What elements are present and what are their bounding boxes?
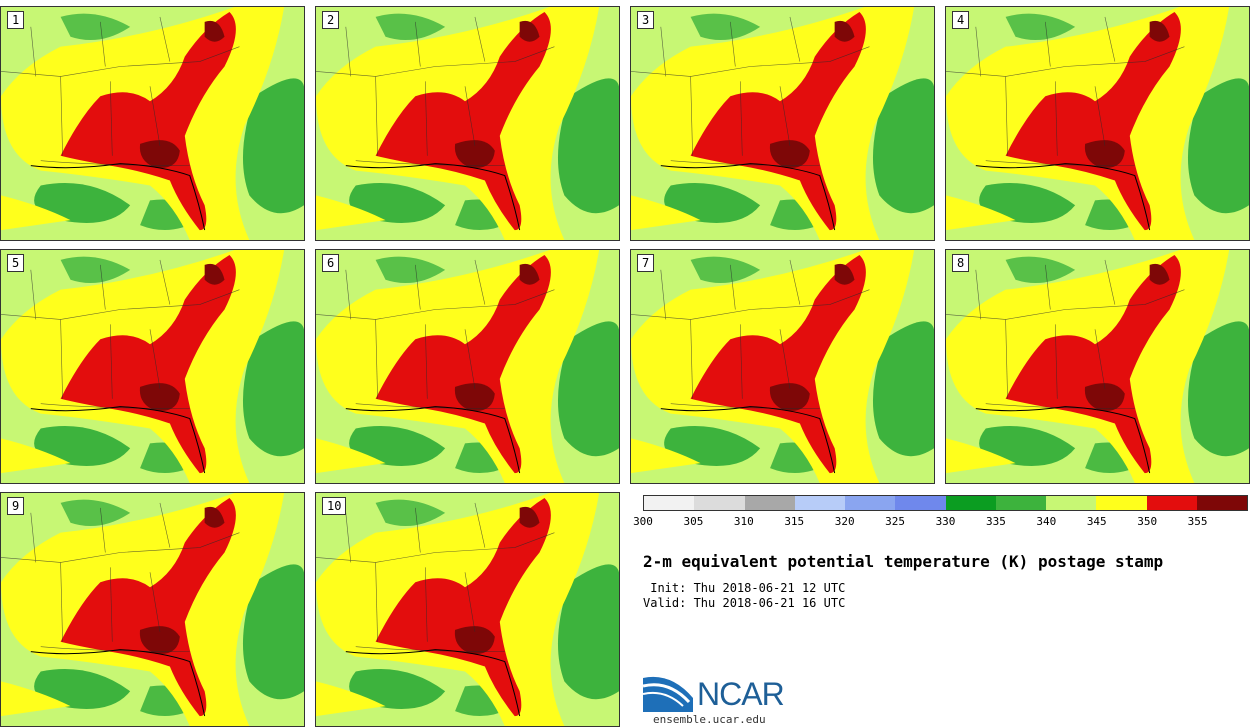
colorbar-tick-label: 330 — [935, 515, 956, 528]
colorbar-tick-label: 350 — [1137, 515, 1158, 528]
colorbar-segment — [995, 496, 1046, 510]
colorbar-tick-label: 325 — [885, 515, 906, 528]
stamp-number: 4 — [952, 11, 970, 29]
stamp-number: 9 — [7, 497, 25, 515]
colorbar-segment — [1146, 496, 1197, 510]
colorbar-segment — [644, 496, 695, 510]
colorbar-segment — [845, 496, 896, 510]
stamp-map-2: 2 — [315, 6, 620, 241]
stamp-number: 10 — [322, 497, 347, 515]
colorbar-tick-label: 310 — [733, 515, 754, 528]
colorbar-tick-label: 300 — [633, 515, 653, 528]
colorbar-segment — [1196, 496, 1247, 510]
colorbar-segment — [1096, 496, 1147, 510]
stamp-map-3: 3 — [630, 6, 935, 241]
colorbar-tick-label: 355 — [1187, 515, 1208, 528]
colorbar-tick-label: 340 — [1036, 515, 1057, 528]
colorbar-tick-label: 345 — [1086, 515, 1107, 528]
stamp-map-6: 6 — [315, 249, 620, 484]
stamp-number: 5 — [7, 254, 25, 272]
stamp-map-5: 5 — [0, 249, 305, 484]
colorbar-tick-label: 315 — [784, 515, 805, 528]
stamp-map-9: 9 — [0, 492, 305, 727]
colorbar-segment — [945, 496, 996, 510]
valid-time: Valid: Thu 2018-06-21 16 UTC — [643, 596, 846, 610]
colorbar-segment — [1046, 496, 1097, 510]
colorbar-ticks: 300 305 310 315 320 325 330 335 340 345 350 355 — [633, 515, 1248, 529]
colorbar-tick-label: 305 — [683, 515, 704, 528]
stamp-number: 8 — [952, 254, 970, 272]
init-time: Init: Thu 2018-06-21 12 UTC — [643, 581, 846, 595]
logo-text: NCAR — [697, 676, 785, 712]
stamp-map-1: 1 — [0, 6, 305, 241]
colorbar-segment — [895, 496, 946, 510]
colorbar-segment — [794, 496, 845, 510]
stamp-map-7: 7 — [630, 249, 935, 484]
stamp-number: 6 — [322, 254, 340, 272]
colorbar — [643, 495, 1248, 511]
stamp-number: 7 — [637, 254, 655, 272]
stamp-number: 2 — [322, 11, 340, 29]
stamp-map-4: 4 — [945, 6, 1250, 241]
site-url: ensemble.ucar.edu — [653, 713, 766, 726]
figure-title: 2-m equivalent potential temperature (K)… — [643, 552, 1164, 571]
stamp-number: 3 — [637, 11, 655, 29]
ncar-logo-icon — [643, 676, 693, 712]
colorbar-segment — [744, 496, 795, 510]
stamp-map-8: 8 — [945, 249, 1250, 484]
stamp-map-10: 10 — [315, 492, 620, 727]
stamp-number: 1 — [7, 11, 25, 29]
colorbar-tick-label: 320 — [834, 515, 855, 528]
colorbar-tick-label: 335 — [985, 515, 1006, 528]
colorbar-segment — [694, 496, 745, 510]
